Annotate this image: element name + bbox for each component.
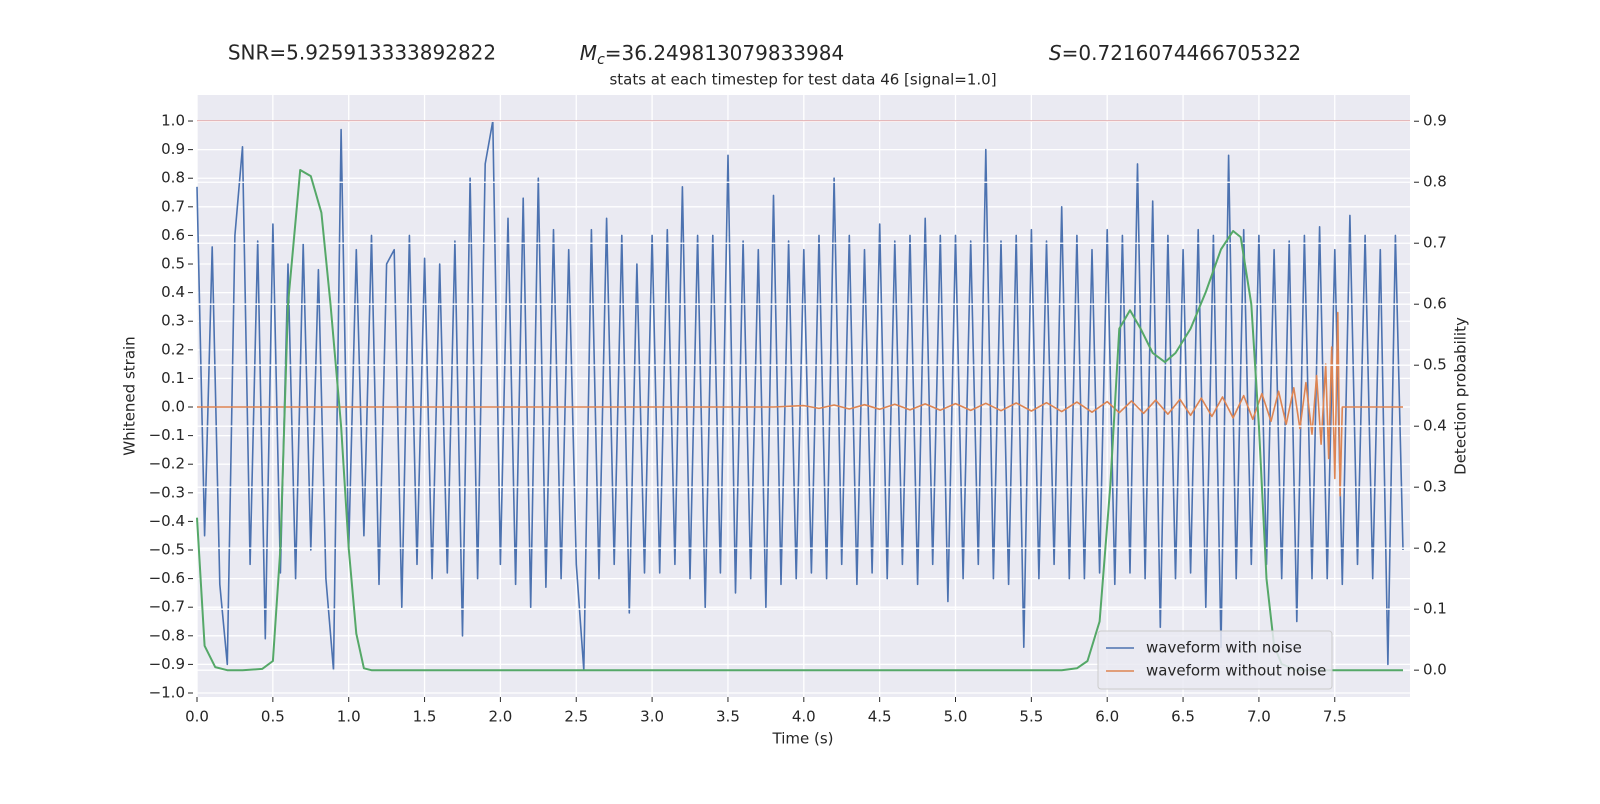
x-tick-label: 5.5: [1019, 708, 1043, 726]
series-line: [196, 120, 1404, 671]
y2-tick-label: 0.5: [1423, 356, 1447, 374]
x-tick-label: 5.0: [944, 708, 968, 726]
y-tick-label: −0.4: [149, 512, 185, 530]
legend-label: waveform without noise: [1146, 662, 1326, 680]
x-tick-label: 0.5: [261, 708, 285, 726]
y2-tick-label: 0.2: [1423, 539, 1447, 557]
series-line: [197, 311, 1403, 497]
y2-tick-label: 0.6: [1423, 295, 1447, 313]
x-tick-label: 1.5: [413, 708, 437, 726]
chart-title: stats at each timestep for test data 46 …: [609, 71, 996, 89]
y-tick-label: 0.6: [161, 226, 185, 244]
x-tick-label: 3.5: [716, 708, 740, 726]
y2-tick-label: 0.8: [1423, 173, 1447, 191]
x-tick-label: 7.5: [1323, 708, 1347, 726]
x-tick-label: 3.0: [640, 708, 664, 726]
x-tick-label: 6.5: [1171, 708, 1195, 726]
y-tick-label: 0.9: [161, 140, 185, 158]
subscript: c: [597, 52, 605, 68]
x-tick-label: 2.0: [488, 708, 512, 726]
series-line: [196, 169, 1403, 672]
y2-tick-label: 0.7: [1423, 234, 1447, 252]
y-tick-label: 0.2: [161, 340, 185, 358]
x-tick-label: 4.5: [868, 708, 892, 726]
y-axis-label: Whitened strain: [121, 336, 139, 455]
y2-tick-label: 0.9: [1423, 112, 1447, 130]
y-tick-label: 1.0: [161, 112, 185, 130]
y2-axis-label: Detection probability: [1452, 317, 1470, 475]
spin-annotation: S=0.7216074466705322: [1049, 41, 1301, 65]
symbol: M: [580, 41, 597, 65]
symbol: S: [1049, 41, 1062, 65]
x-tick-label: 4.0: [792, 708, 816, 726]
y-tick-label: 0.5: [161, 255, 185, 273]
legend: [1097, 630, 1333, 690]
value: =36.249813079833984: [605, 41, 844, 65]
y-tick-label: 0.0: [161, 398, 185, 416]
x-axis-label: Time (s): [772, 730, 834, 748]
value: =0.7216074466705322: [1062, 41, 1301, 65]
mass-annotation: Mc=36.249813079833984: [580, 41, 844, 69]
y-tick-label: −0.8: [149, 626, 185, 644]
y-tick-label: −0.3: [149, 483, 185, 501]
y-tick-label: −0.1: [149, 426, 185, 444]
y-tick-label: 0.4: [161, 283, 185, 301]
y2-tick-label: 0.4: [1423, 417, 1447, 435]
y-tick-label: −1.0: [149, 683, 185, 701]
y-tick-label: 0.7: [161, 197, 185, 215]
x-tick-label: 7.0: [1247, 708, 1271, 726]
y2-tick-label: 0.0: [1423, 661, 1447, 679]
y-tick-label: 0.1: [161, 369, 185, 387]
x-tick-label: 6.0: [1095, 708, 1119, 726]
legend-label: waveform with noise: [1146, 639, 1302, 657]
y-tick-label: −0.7: [149, 598, 185, 616]
y2-tick-label: 0.3: [1423, 478, 1447, 496]
y-tick-label: 0.8: [161, 169, 185, 187]
snr-annotation: SNR=5.925913333892822: [228, 41, 496, 65]
y-tick-label: −0.2: [149, 455, 185, 473]
x-tick-label: 0.0: [185, 708, 209, 726]
y-tick-label: −0.6: [149, 569, 185, 587]
x-tick-label: 1.0: [337, 708, 361, 726]
y-tick-label: −0.5: [149, 541, 185, 559]
y2-tick-label: 0.1: [1423, 600, 1447, 618]
x-tick-label: 2.5: [564, 708, 588, 726]
y-tick-label: −0.9: [149, 655, 185, 673]
y-tick-label: 0.3: [161, 312, 185, 330]
